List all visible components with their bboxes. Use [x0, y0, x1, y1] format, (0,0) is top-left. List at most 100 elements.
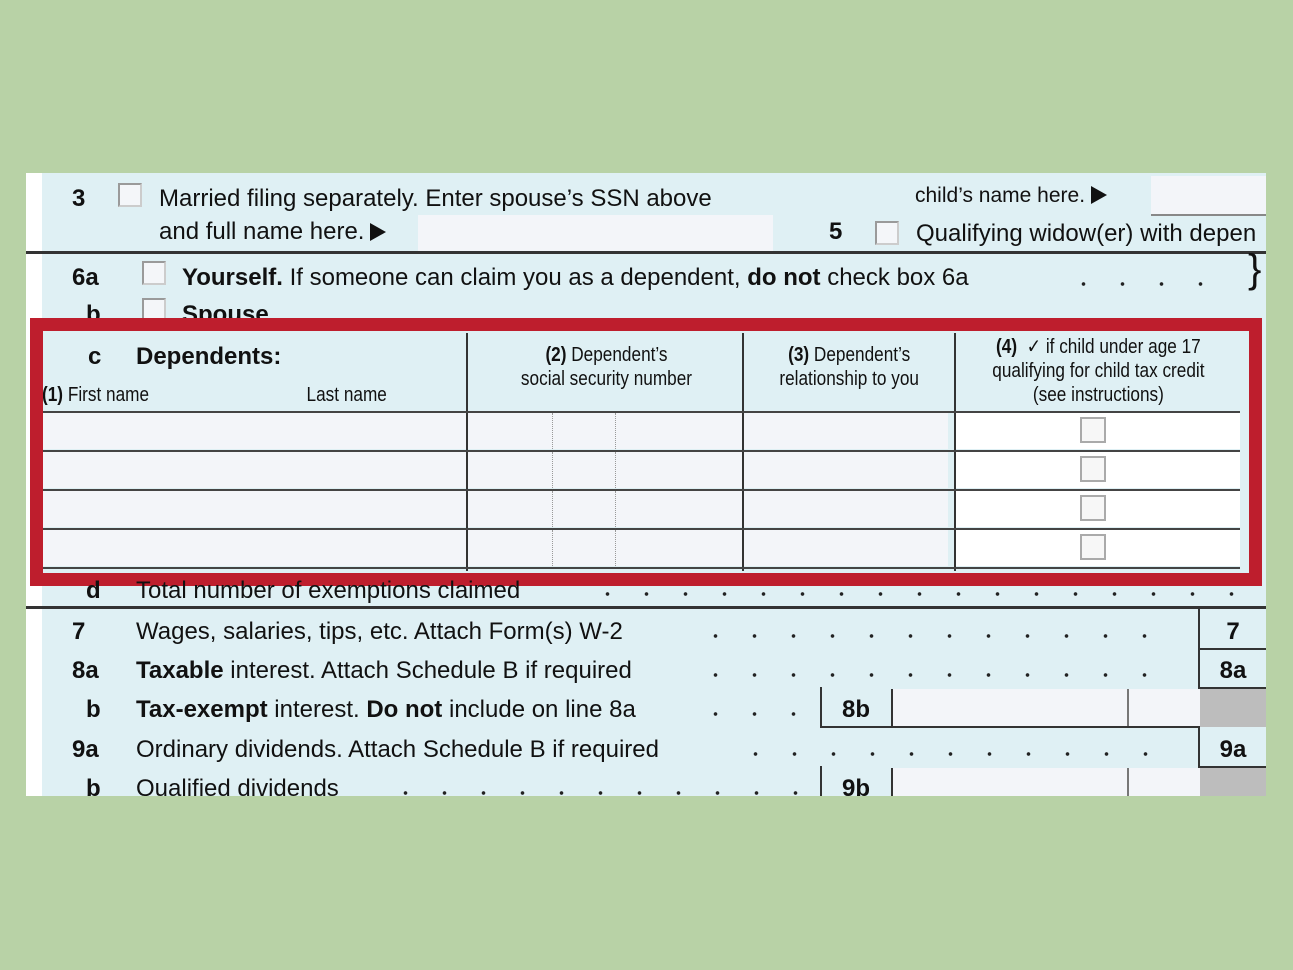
- line-8b-bold-2: Do not: [366, 696, 443, 723]
- line-6a-number: 6a: [72, 264, 99, 291]
- dependent-name-input[interactable]: [42, 413, 466, 449]
- line-8b-text: interest.: [267, 696, 367, 723]
- ssn-separator: [552, 413, 553, 449]
- column-divider: [820, 766, 822, 796]
- qualified-dividends-input[interactable]: [891, 768, 1200, 796]
- line-6a-label: Yourself. If someone can claim you as a …: [182, 264, 969, 292]
- child-tax-credit-checkbox[interactable]: [1080, 417, 1106, 443]
- line-9a-label: Ordinary dividends. Attach Schedule B if…: [136, 736, 659, 763]
- col4-num: (4): [995, 336, 1017, 358]
- ssn-separator: [615, 452, 616, 488]
- box-7-label: 7: [1226, 618, 1240, 645]
- row-divider: [42, 411, 1240, 413]
- arrow-right-icon: [370, 223, 387, 241]
- dependents-table: c Dependents: (1) First name Last name (…: [42, 333, 1240, 571]
- row-divider: [42, 489, 1240, 491]
- dependent-relationship-input[interactable]: [744, 413, 948, 449]
- qualifying-widower-checkbox[interactable]: [875, 221, 899, 245]
- dependent-name-input[interactable]: [42, 491, 466, 527]
- line-3-text: and full name here.: [159, 218, 365, 245]
- arrow-right-icon: [1091, 186, 1108, 204]
- line-7-label: Wages, salaries, tips, etc. Attach Form(…: [136, 618, 623, 645]
- line-8a-number: 8a: [72, 657, 99, 684]
- line-6d-letter: d: [86, 577, 101, 604]
- dependent-relationship-input[interactable]: [744, 530, 948, 566]
- divider: [26, 251, 1266, 254]
- line-3-number: 3: [72, 185, 86, 212]
- column-divider: [820, 687, 822, 728]
- last-name-label: Last name: [306, 384, 387, 406]
- col4-line1: ✓ if child under age 17: [1026, 336, 1201, 358]
- child-tax-credit-checkbox[interactable]: [1080, 534, 1106, 560]
- dot-leader: [696, 631, 1176, 641]
- line-5-number: 5: [829, 218, 843, 245]
- col2-line1: Dependent’s: [570, 344, 668, 366]
- dependent-ssn-input[interactable]: [468, 413, 742, 449]
- col2-header: (2) Dependent’s social security number: [468, 343, 744, 391]
- dot-leader: [696, 670, 1176, 680]
- line-6a-bold-2: do not: [747, 264, 821, 291]
- dependent-ssn-input[interactable]: [468, 491, 742, 527]
- line-8b-letter: b: [86, 696, 101, 723]
- row-divider: [42, 567, 1240, 569]
- dot-leader: [696, 709, 806, 719]
- shaded-box: [1200, 768, 1266, 796]
- divider: [820, 726, 1198, 728]
- col2-num: (2): [544, 344, 566, 366]
- col1-num: (1): [42, 384, 64, 406]
- column-divider: [466, 333, 468, 571]
- line-6a-text-2: check box 6a: [820, 264, 969, 291]
- line-8b-label: Tax-exempt interest. Do not include on l…: [136, 696, 636, 724]
- ssn-separator: [552, 530, 553, 566]
- divider: [1200, 766, 1266, 768]
- dot-leader: [386, 788, 806, 796]
- ssn-separator: [552, 452, 553, 488]
- ssn-separator: [615, 491, 616, 527]
- line-8b-text-2: include on line 8a: [442, 696, 636, 723]
- dependent-relationship-input[interactable]: [744, 491, 948, 527]
- shaded-box: [1200, 689, 1266, 727]
- line-8a-label: Taxable interest. Attach Schedule B if r…: [136, 657, 632, 685]
- col3-header: (3) Dependent’s relationship to you: [744, 343, 955, 391]
- dependent-ssn-input[interactable]: [468, 452, 742, 488]
- row-divider: [42, 450, 1240, 452]
- first-name-label: First name: [67, 384, 150, 406]
- highlight-box: [30, 318, 1262, 586]
- child-tax-credit-checkbox[interactable]: [1080, 456, 1106, 482]
- dependent-name-input[interactable]: [42, 530, 466, 566]
- line-5-label: Qualifying widow(er) with depen: [916, 220, 1257, 247]
- row-divider: [42, 528, 1240, 530]
- line-9b-letter: b: [86, 775, 101, 796]
- dot-leader: [736, 749, 1176, 759]
- dependents-title: Dependents:: [136, 343, 282, 370]
- cents-divider: [1127, 768, 1129, 796]
- ssn-separator: [552, 491, 553, 527]
- ssn-separator: [615, 413, 616, 449]
- dot-leader: [588, 589, 1248, 599]
- tax-form-1040: 3 Married filing separately. Enter spous…: [26, 173, 1266, 796]
- col4-line3: (see instructions): [1032, 384, 1164, 406]
- child-tax-credit-checkbox[interactable]: [1080, 495, 1106, 521]
- line-4-text: child’s name here.: [915, 184, 1086, 207]
- yourself-checkbox[interactable]: [142, 261, 166, 285]
- col3-num: (3): [788, 344, 810, 366]
- cents-divider: [1127, 689, 1129, 726]
- line-9b-label: Qualified dividends: [136, 775, 339, 796]
- column-divider: [742, 333, 744, 571]
- dot-leader: [1064, 279, 1234, 289]
- col3-line1: Dependent’s: [814, 344, 911, 366]
- spouse-name-input[interactable]: [418, 215, 773, 251]
- line-6a-bold: Yourself.: [182, 264, 283, 291]
- dependent-ssn-input[interactable]: [468, 530, 742, 566]
- dependent-relationship-input[interactable]: [744, 452, 948, 488]
- col1-header: (1) First name: [42, 383, 166, 407]
- dependent-name-input[interactable]: [42, 452, 466, 488]
- tax-exempt-interest-input[interactable]: [891, 689, 1200, 726]
- line-9a-number: 9a: [72, 736, 99, 763]
- line-6c-letter: c: [88, 343, 102, 370]
- child-name-input[interactable]: [1151, 176, 1266, 216]
- married-filing-separately-checkbox[interactable]: [118, 183, 142, 207]
- line-7-number: 7: [72, 618, 86, 645]
- line-3-label-2: and full name here.: [159, 218, 387, 246]
- line-8a-bold: Taxable: [136, 657, 224, 684]
